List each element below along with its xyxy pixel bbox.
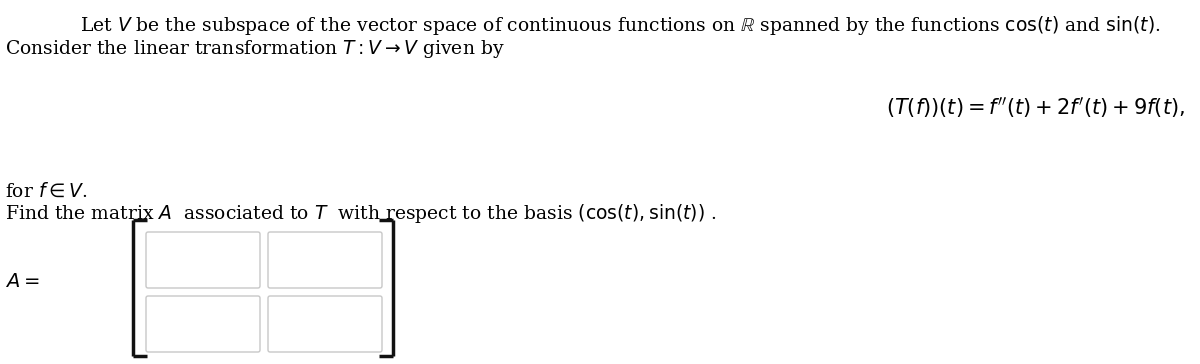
Text: Consider the linear transformation $T : V \rightarrow V$ given by: Consider the linear transformation $T : … <box>5 38 505 60</box>
FancyBboxPatch shape <box>146 296 260 352</box>
FancyBboxPatch shape <box>146 232 260 288</box>
Text: Find the matrix $A$  associated to $T$  with respect to the basis $(\cos(t), \si: Find the matrix $A$ associated to $T$ wi… <box>5 202 716 225</box>
Text: $(T(f))(t) = f''(t) + 2f'(t) + 9f(t),$: $(T(f))(t) = f''(t) + 2f'(t) + 9f(t),$ <box>886 95 1186 120</box>
FancyBboxPatch shape <box>268 232 382 288</box>
Text: $A =$: $A =$ <box>5 273 40 291</box>
Text: Let $V$ be the subspace of the vector space of continuous functions on $\mathbb{: Let $V$ be the subspace of the vector sp… <box>80 14 1160 37</box>
Text: for $f \in V$.: for $f \in V$. <box>5 182 88 200</box>
FancyBboxPatch shape <box>268 296 382 352</box>
